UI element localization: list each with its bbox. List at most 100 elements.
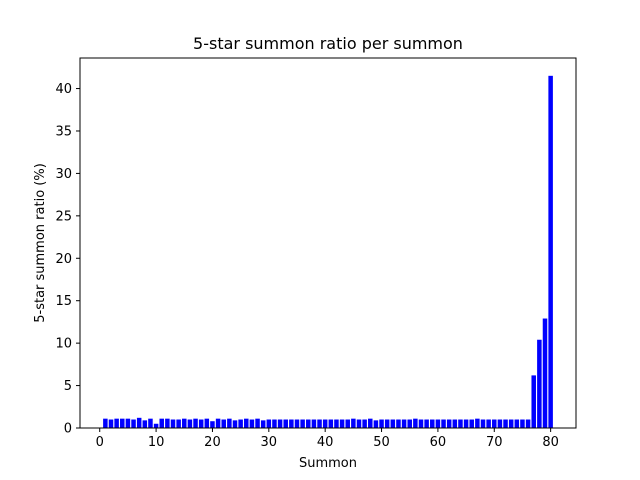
- bar: [458, 419, 463, 428]
- x-tick-label: 30: [261, 435, 278, 450]
- x-axis-label: Summon: [299, 456, 357, 471]
- bar: [260, 420, 266, 428]
- bar: [424, 419, 429, 428]
- bar: [153, 423, 159, 428]
- bar: [475, 418, 480, 428]
- bar: [430, 419, 435, 428]
- bar: [503, 419, 508, 428]
- bar: [356, 419, 362, 428]
- chart-title: 5-star summon ratio per summon: [193, 34, 463, 53]
- y-axis-ticks: 0 5 10 15 20 25 30 35 40: [55, 82, 80, 437]
- bar: [396, 419, 401, 428]
- bar: [407, 419, 412, 428]
- bar: [497, 419, 503, 428]
- bar: [176, 419, 181, 428]
- bar: [469, 419, 474, 428]
- bar: [548, 75, 553, 428]
- bar: [277, 419, 283, 428]
- y-tick-label: 20: [55, 252, 72, 267]
- x-tick-label: 80: [542, 435, 559, 450]
- bar: [373, 420, 379, 428]
- x-tick-label: 40: [317, 435, 334, 450]
- bar: [103, 418, 108, 428]
- bar: [108, 419, 114, 428]
- y-tick-label: 5: [64, 379, 72, 394]
- bar: [170, 419, 176, 428]
- bar: [441, 419, 446, 428]
- bar: [136, 417, 142, 428]
- bar: [221, 419, 226, 428]
- x-axis-ticks: 0 10 20 30 40 50 60 70 80: [96, 428, 559, 450]
- bar: [148, 418, 153, 428]
- bar: [322, 419, 328, 428]
- bar: [435, 419, 441, 428]
- bar: [339, 419, 345, 428]
- bar: [204, 418, 210, 428]
- bar: [463, 419, 469, 428]
- y-tick-label: 30: [55, 167, 72, 182]
- bar: [300, 419, 305, 428]
- bar: [272, 419, 277, 428]
- bar: [227, 418, 232, 428]
- y-tick-label: 10: [55, 337, 72, 352]
- bar: [215, 418, 221, 428]
- bar: [390, 419, 396, 428]
- bar: [193, 418, 198, 428]
- bar: [114, 418, 119, 428]
- bar: [294, 419, 300, 428]
- bar: [492, 419, 497, 428]
- y-tick-label: 25: [55, 209, 72, 224]
- bar: [514, 419, 520, 428]
- bar: [542, 318, 548, 428]
- bars: [103, 75, 553, 428]
- bar: [238, 419, 243, 428]
- bar: [418, 419, 424, 428]
- plot-frame: [79, 57, 577, 429]
- y-tick-label: 40: [55, 82, 72, 97]
- bar: [187, 419, 193, 428]
- bar: [345, 419, 350, 428]
- x-tick-label: 60: [430, 435, 447, 450]
- x-tick-label: 20: [204, 435, 221, 450]
- x-tick-label: 0: [96, 435, 104, 450]
- bar: [328, 419, 334, 428]
- bar: [249, 419, 255, 428]
- bar: [306, 419, 311, 428]
- y-axis-label: 5-star summon ratio (%): [33, 163, 48, 323]
- bar: [508, 419, 514, 428]
- bar: [379, 419, 384, 428]
- bar: [452, 419, 458, 428]
- bar: [446, 419, 452, 428]
- x-tick-label: 70: [486, 435, 503, 450]
- bar: [142, 420, 148, 428]
- bar: [351, 418, 356, 428]
- bar: [311, 419, 317, 428]
- bar: [182, 418, 187, 428]
- y-tick-label: 0: [64, 422, 72, 437]
- bar: [120, 418, 125, 428]
- bar: [480, 419, 486, 428]
- bar: [244, 418, 249, 428]
- bar: [334, 419, 339, 428]
- bar: [317, 419, 322, 428]
- y-tick-label: 15: [55, 294, 72, 309]
- bar: [486, 419, 491, 428]
- bar: [232, 420, 238, 428]
- bar: [531, 375, 536, 428]
- bar: [401, 419, 407, 428]
- bar: [165, 418, 170, 428]
- bar: [413, 418, 418, 428]
- y-tick-label: 35: [55, 124, 72, 139]
- bar: [368, 418, 373, 428]
- bar: [125, 418, 131, 428]
- bar: [283, 419, 288, 428]
- bar: [537, 339, 542, 428]
- bar: [159, 418, 164, 428]
- bar: [384, 419, 390, 428]
- x-tick-label: 10: [148, 435, 165, 450]
- bar: [362, 419, 367, 428]
- bar: [210, 421, 215, 428]
- bar: [198, 419, 204, 428]
- bar: [289, 419, 294, 428]
